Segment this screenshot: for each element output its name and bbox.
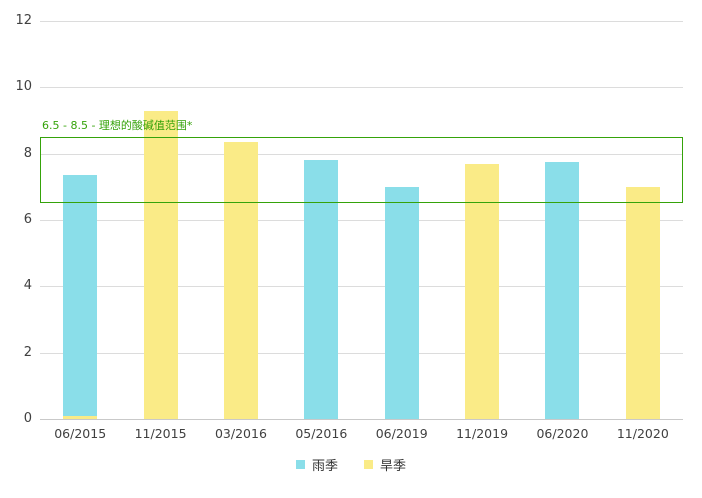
gridline bbox=[40, 153, 683, 155]
legend: 雨季 旱季 bbox=[0, 455, 702, 474]
y-axis-tick-label: 4 bbox=[23, 278, 32, 294]
x-axis-category-label: 06/2019 bbox=[375, 426, 428, 441]
x-axis-line bbox=[40, 419, 683, 420]
y-axis-tick-label: 2 bbox=[23, 344, 32, 360]
gridline bbox=[40, 220, 683, 221]
bar-rainy-season-06-2019[interactable] bbox=[384, 186, 419, 419]
bar-dry-season-03-2016[interactable] bbox=[223, 142, 258, 419]
bar-dry-season-11-2020[interactable] bbox=[625, 186, 660, 419]
ideal-ph-range-box bbox=[40, 137, 683, 204]
bar-dry-season-06-2015[interactable] bbox=[63, 415, 98, 419]
gridline bbox=[40, 87, 683, 89]
legend-item-dry-season: 旱季 bbox=[364, 455, 406, 474]
bar-rainy-season-06-2015[interactable] bbox=[63, 175, 98, 419]
legend-label-dry-season: 旱季 bbox=[380, 459, 407, 474]
gridline bbox=[40, 21, 683, 22]
y-axis-tick-label: 12 bbox=[15, 13, 32, 28]
gridline bbox=[40, 286, 683, 288]
x-axis-category-label: 11/2020 bbox=[616, 426, 669, 441]
x-axis-category-label: 06/2015 bbox=[54, 426, 107, 441]
legend-swatch-dry-season bbox=[364, 460, 373, 469]
y-axis-tick-label: 6 bbox=[23, 212, 32, 227]
x-axis-category-label: 03/2016 bbox=[214, 426, 267, 441]
bar-rainy-season-06-2020[interactable] bbox=[545, 161, 580, 419]
bar-rainy-season-05-2016[interactable] bbox=[304, 160, 339, 419]
x-axis-category-label: 06/2020 bbox=[536, 426, 589, 441]
x-axis-category-label: 11/2015 bbox=[134, 426, 187, 441]
y-axis-tick-label: 8 bbox=[23, 145, 32, 161]
y-axis-tick-label: 0 bbox=[23, 411, 32, 426]
legend-label-rainy-season: 雨季 bbox=[311, 459, 338, 474]
ideal-ph-range-label: 6.5 - 8.5 - 理想的酸碱值范围* bbox=[42, 119, 193, 133]
bar-dry-season-11-2015[interactable] bbox=[143, 110, 178, 419]
gridline bbox=[40, 352, 683, 354]
legend-swatch-rainy-season bbox=[295, 460, 305, 469]
y-axis-tick-label: 10 bbox=[15, 79, 32, 95]
x-axis-category-label: 05/2016 bbox=[295, 426, 348, 441]
bar-dry-season-11-2019[interactable] bbox=[465, 163, 500, 419]
legend-item-rainy-season: 雨季 bbox=[295, 455, 338, 474]
x-axis-category-label: 11/2019 bbox=[456, 426, 509, 441]
